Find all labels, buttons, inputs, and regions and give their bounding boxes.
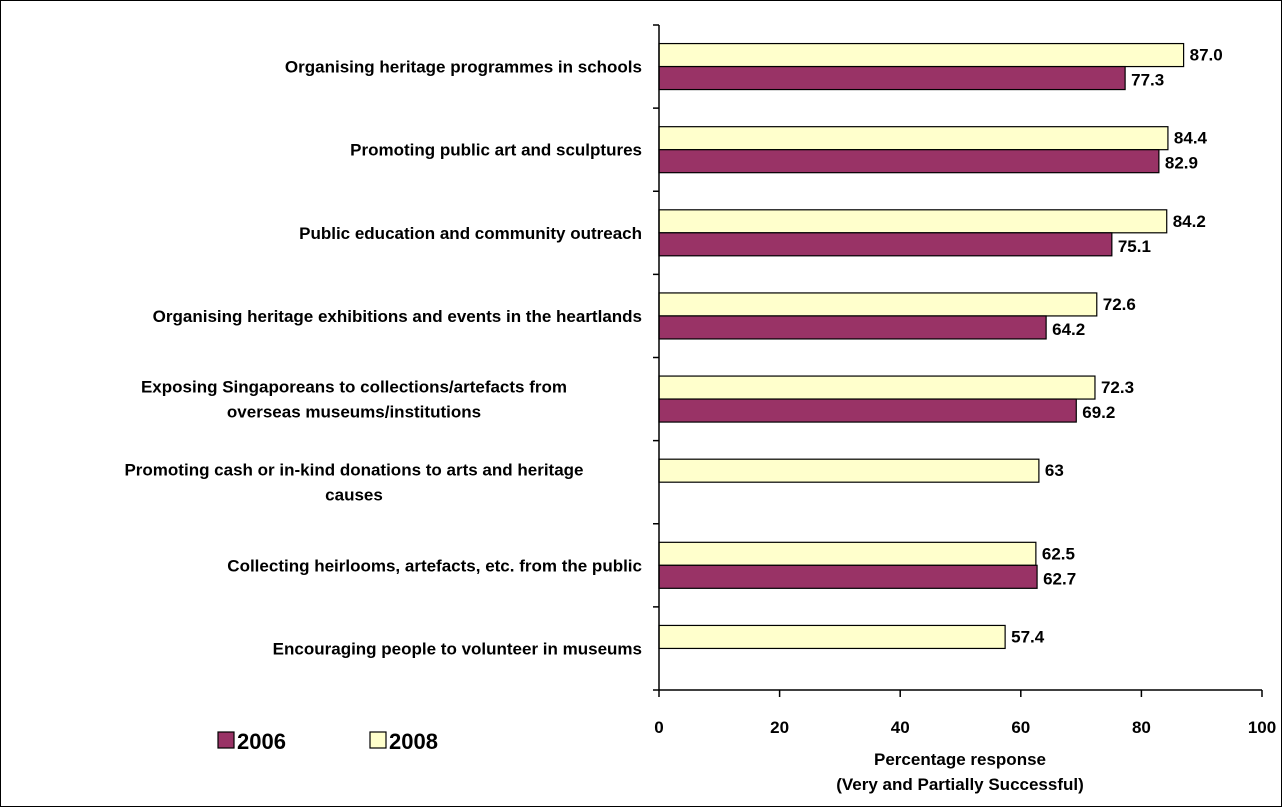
- value-label-2008-1: 84.4: [1174, 129, 1208, 148]
- value-label-2008-5: 63: [1045, 461, 1064, 480]
- x-tick-label: 80: [1132, 718, 1151, 737]
- bar-2006-3: [658, 315, 1047, 340]
- bar-2008-7: [658, 624, 1006, 650]
- bar-2006-2: [658, 232, 1113, 257]
- legend: 2006 2008: [217, 729, 438, 754]
- value-label-2008-2: 84.2: [1173, 212, 1206, 231]
- x-tick-label: 60: [1011, 718, 1030, 737]
- value-label-2008-0: 87.0: [1190, 46, 1223, 65]
- x-tick-label: 20: [770, 718, 789, 737]
- category-label-4: Exposing Singaporeans to collections/art…: [141, 378, 567, 422]
- category-label-2: Public education and community outreach: [299, 224, 642, 243]
- bar-2008-4: [658, 375, 1096, 400]
- x-tick-label: 40: [891, 718, 910, 737]
- bar-2008-2: [658, 209, 1168, 234]
- category-labels: Organising heritage programmes in school…: [124, 58, 642, 659]
- legend-swatch-2008: [369, 731, 387, 749]
- category-label-3: Organising heritage exhibitions and even…: [153, 307, 642, 326]
- value-label-2006-2: 75.1: [1118, 237, 1151, 256]
- value-label-2006-3: 64.2: [1052, 320, 1085, 339]
- value-label-2006-6: 62.7: [1043, 569, 1076, 588]
- value-label-2008-6: 62.5: [1042, 544, 1075, 563]
- bar-2006-0: [658, 65, 1126, 91]
- bar-2006-1: [658, 149, 1160, 174]
- value-label-2008-7: 57.4: [1011, 627, 1045, 646]
- value-labels: 87.0 77.3 84.4 82.9 84.2 75.1 72.6 64.2 72.3 69.2…: [1011, 46, 1223, 647]
- legend-label-2006: 2006: [237, 729, 286, 754]
- value-label-2008-4: 72.3: [1101, 378, 1134, 397]
- category-label-0: Organising heritage programmes in school…: [285, 58, 642, 77]
- category-label-6: Collecting heirlooms, artefacts, etc. fr…: [227, 556, 642, 575]
- x-axis-title: Percentage response (Very and Partially S…: [836, 750, 1084, 794]
- value-label-2006-1: 82.9: [1165, 154, 1198, 173]
- legend-label-2008: 2008: [389, 729, 438, 754]
- axis-layer: 0 20 40 60 80 100 Percentage response (Very and…: [653, 24, 1276, 794]
- bar-2008-6: [658, 541, 1037, 566]
- bar-2006-4: [658, 398, 1077, 423]
- bars-layer: [658, 42, 1185, 650]
- category-label-7: Encouraging people to volunteer in museu…: [273, 639, 642, 658]
- bar-2008-5: [658, 458, 1040, 483]
- x-tick-label: 100: [1248, 718, 1276, 737]
- value-label-2006-0: 77.3: [1131, 71, 1164, 90]
- bar-2008-1: [658, 126, 1169, 151]
- bar-2008-3: [658, 292, 1098, 317]
- value-label-2006-4: 69.2: [1082, 403, 1115, 422]
- category-label-1: Promoting public art and sculptures: [350, 141, 642, 160]
- bar-2006-6: [658, 564, 1038, 589]
- bar-2008-0: [658, 42, 1185, 68]
- value-label-2008-3: 72.6: [1103, 295, 1136, 314]
- category-label-5: Promoting cash or in-kind donations to a…: [124, 461, 583, 505]
- legend-swatch-2006: [217, 731, 235, 749]
- x-tick-label: 0: [654, 718, 663, 737]
